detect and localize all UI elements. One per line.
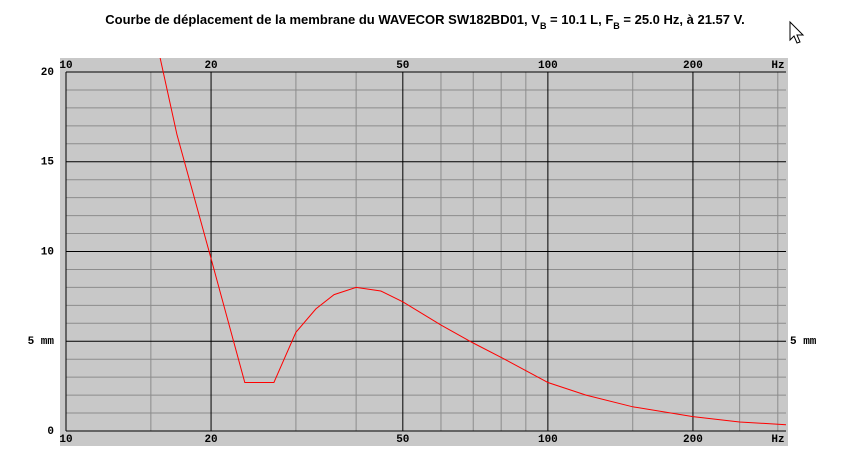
y-tick-label: 0 [47, 426, 54, 438]
chart-title: Courbe de déplacement de la membrane du … [105, 12, 744, 31]
y-tick-label: 15 [41, 157, 55, 169]
mouse-cursor [789, 20, 805, 44]
y2-tick-label: 5 mm [790, 336, 817, 348]
title-part: Courbe de déplacement de la membrane du … [105, 12, 540, 27]
x-tick-label-top: 20 [204, 60, 217, 72]
x-tick-label-top: 50 [396, 60, 409, 72]
title-part: = 10.1 L, F [546, 12, 613, 27]
x-tick-label-top: 10 [59, 60, 72, 72]
title-subscript: B [540, 21, 547, 31]
x-unit: Hz [771, 434, 784, 446]
y-tick-label: 5 mm [28, 336, 55, 348]
x-tick-label: 200 [683, 434, 703, 446]
x-tick-label: 20 [204, 434, 217, 446]
x-tick-label-top: 100 [538, 60, 558, 72]
curve [159, 58, 787, 426]
y-tick-label: 10 [41, 246, 54, 258]
x-tick-label: 10 [59, 434, 72, 446]
x-tick-label: 50 [396, 434, 409, 446]
title-part: = 25.0 Hz, à 21.57 V. [620, 12, 745, 27]
title-subscript: B [613, 21, 620, 31]
x-tick-label-top: 200 [683, 60, 703, 72]
x-tick-label: 100 [538, 434, 558, 446]
x-unit-top: Hz [771, 60, 784, 72]
y-tick-label: 20 [41, 67, 54, 79]
